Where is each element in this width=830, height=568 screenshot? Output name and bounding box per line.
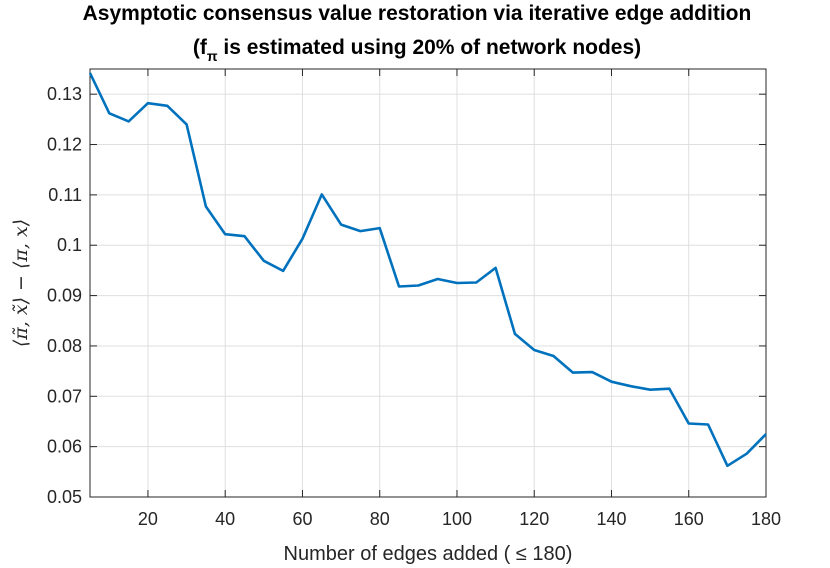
title-line2-pre: (f <box>193 36 208 59</box>
y-tick-label: 0.05 <box>47 487 82 507</box>
x-tick-label: 140 <box>596 509 626 529</box>
y-tick-label: 0.06 <box>47 437 82 457</box>
grid-lines <box>90 69 767 498</box>
x-tick-label: 80 <box>370 509 390 529</box>
y-tick-label: 0.11 <box>48 185 82 205</box>
x-tick-label: 120 <box>519 509 549 529</box>
y-axis-label: ⟨π̃, x̃⟩ − ⟨π, x⟩ <box>10 219 32 347</box>
y-tick-label: 0.1 <box>57 235 82 255</box>
series <box>88 72 767 468</box>
y-tick-label: 0.08 <box>47 336 82 356</box>
chart-title-line1: Asymptotic consensus value restoration v… <box>83 2 752 25</box>
y-tick-label: 0.07 <box>47 386 82 406</box>
x-tick-labels: 20 40 60 80 100 120 140 160 180 <box>138 509 781 529</box>
y-tick-label: 0.12 <box>47 135 82 155</box>
x-tick-label: 60 <box>292 509 312 529</box>
y-tick-label: 0.09 <box>47 286 82 306</box>
x-tick-label: 20 <box>138 509 158 529</box>
series-line <box>88 72 767 468</box>
chart-title-line2: (fπ is estimated using 20% of network no… <box>193 36 641 64</box>
x-axis-label: Number of edges added ( ≤ 180) <box>284 543 573 565</box>
x-tick-label: 40 <box>215 509 235 529</box>
y-tick-label: 0.13 <box>47 84 82 104</box>
x-tick-label: 160 <box>674 509 704 529</box>
title-line2-subscript: π <box>207 48 218 64</box>
title-line2-post: is estimated using 20% of network nodes) <box>218 36 642 59</box>
plot-frame <box>89 68 767 498</box>
y-tick-labels: 0.05 0.06 0.07 0.08 0.09 0.1 0.11 0.12 0.13 <box>47 84 82 507</box>
x-tick-label: 180 <box>751 509 781 529</box>
x-tick-label: 100 <box>442 509 472 529</box>
